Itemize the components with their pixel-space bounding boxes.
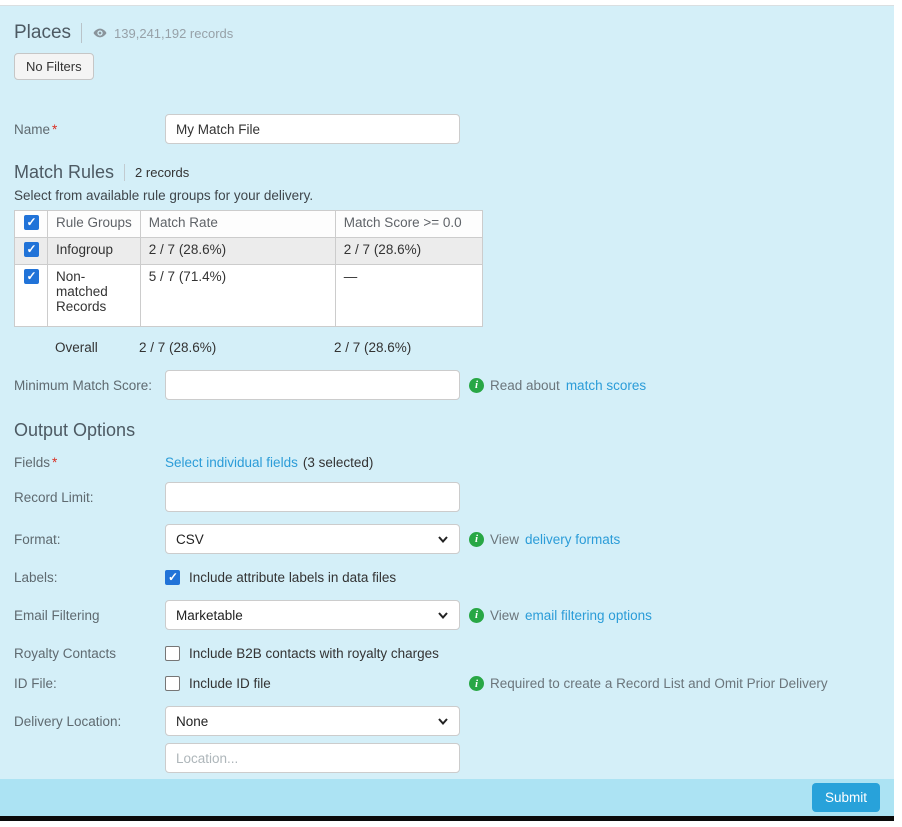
delivery-formats-link[interactable]: delivery formats [525, 531, 621, 547]
record-limit-label: Record Limit: [14, 489, 94, 505]
format-selected-value: CSV [176, 531, 204, 547]
match-rate-value: 2 / 7 (28.6%) [139, 237, 336, 265]
row-checkbox-nonmatched[interactable] [23, 269, 39, 284]
info-icon: i [469, 377, 484, 393]
location-input-row [14, 743, 880, 773]
column-header-rule-groups: Rule Groups [47, 210, 141, 238]
email-filtering-hint: i View email filtering options [469, 607, 652, 623]
hint-text: Required to create a Record List and Omi… [490, 676, 828, 691]
hint-text: View [490, 531, 520, 547]
name-input[interactable] [165, 114, 460, 144]
email-filtering-select[interactable]: Marketable [165, 600, 460, 630]
match-rules-description: Select from available rule groups for yo… [14, 188, 314, 203]
column-header-match-score: Match Score >= 0.0 [334, 210, 483, 238]
fields-row: Fields * Select individual fields (3 sele… [14, 455, 880, 470]
required-asterisk: * [52, 121, 58, 137]
eye-icon [93, 28, 107, 38]
royalty-checkbox[interactable] [165, 646, 180, 661]
rule-groups-table: Rule Groups Match Rate Match Score >= 0.… [14, 210, 483, 327]
labels-checkbox-label: Include attribute labels in data files [189, 570, 397, 585]
delivery-location-row: Delivery Location: None [14, 706, 880, 736]
name-row: Name * [14, 114, 880, 144]
royalty-contacts-label: Royalty Contacts [14, 646, 117, 661]
match-rules-header: Match Rules 2 records [14, 162, 880, 183]
labels-label: Labels: [14, 570, 58, 585]
name-label: Name * [14, 121, 58, 137]
email-filtering-options-link[interactable]: email filtering options [525, 607, 652, 623]
royalty-checkbox-label: Include B2B contacts with royalty charge… [189, 646, 439, 661]
match-rules-title: Match Rules [14, 162, 115, 182]
hint-text: View [490, 607, 520, 623]
rule-group-name: Non-matched Records [47, 264, 141, 327]
row-checkbox-infogroup[interactable] [23, 242, 39, 257]
overall-row: Overall 2 / 7 (28.6%) 2 / 7 (28.6%) [14, 336, 880, 359]
hint-text: Read about [490, 377, 560, 393]
match-rules-count: 2 records [135, 165, 190, 180]
table-row: Infogroup 2 / 7 (28.6%) 2 / 7 (28.6%) [14, 237, 483, 265]
format-row: Format: CSV i View delivery formats [14, 524, 880, 554]
records-count: 139,241,192 records [92, 25, 233, 41]
divider [124, 164, 126, 181]
output-options-header: Output Options [14, 420, 880, 441]
table-header-row: Rule Groups Match Rate Match Score >= 0.… [14, 210, 483, 238]
id-file-hint: i Required to create a Record List and O… [469, 676, 828, 691]
overall-label: Overall [55, 340, 98, 355]
fields-label: Fields * [14, 455, 58, 470]
record-limit-input[interactable] [165, 482, 460, 512]
match-scores-link[interactable]: match scores [565, 377, 647, 393]
page-panel: Places 139,241,192 records No Filters Na… [0, 5, 894, 821]
email-filtering-label: Email Filtering [14, 607, 100, 623]
format-select[interactable]: CSV [165, 524, 460, 554]
chevron-down-icon [438, 536, 448, 544]
chevron-down-icon [438, 718, 448, 726]
delivery-location-select[interactable]: None [165, 706, 460, 736]
format-label: Format: [14, 531, 61, 547]
email-filtering-row: Email Filtering Marketable i View email … [14, 600, 880, 630]
delivery-location-label: Delivery Location: [14, 713, 122, 729]
form-area: Places 139,241,192 records No Filters Na… [0, 6, 894, 779]
min-score-hint: i Read about match scores [469, 377, 647, 393]
footer-bar: Submit [0, 779, 894, 816]
header: Places 139,241,192 records [14, 22, 880, 44]
id-file-checkbox-label: Include ID file [189, 676, 271, 691]
submit-button[interactable]: Submit [811, 783, 880, 812]
royalty-contacts-row: Royalty Contacts Include B2B contacts wi… [14, 646, 880, 661]
overall-match-rate: 2 / 7 (28.6%) [139, 340, 217, 355]
info-icon: i [469, 676, 484, 691]
chevron-down-icon [438, 612, 448, 620]
email-filtering-selected-value: Marketable [176, 607, 243, 623]
info-icon: i [469, 531, 484, 547]
format-hint: i View delivery formats [469, 531, 621, 547]
id-file-label: ID File: [14, 676, 57, 691]
select-fields-link[interactable]: Select individual fields [165, 455, 298, 470]
delivery-location-selected-value: None [176, 713, 209, 729]
min-score-input[interactable] [165, 370, 460, 400]
match-score-value: — [334, 264, 483, 327]
min-score-row: Minimum Match Score: i Read about match … [14, 370, 880, 400]
page-title: Places [14, 22, 72, 43]
info-icon: i [469, 607, 484, 623]
select-all-checkbox[interactable] [23, 215, 39, 230]
match-score-value: 2 / 7 (28.6%) [334, 237, 483, 265]
table-row: Non-matched Records 5 / 7 (71.4%) — [14, 264, 483, 327]
rule-group-name: Infogroup [47, 237, 141, 265]
no-filters-button[interactable]: No Filters [14, 53, 94, 80]
match-rate-value: 5 / 7 (71.4%) [139, 264, 336, 327]
id-file-row: ID File: Include ID file i Required to c… [14, 676, 880, 691]
required-asterisk: * [52, 455, 58, 470]
labels-checkbox[interactable] [165, 570, 180, 585]
labels-row: Labels: Include attribute labels in data… [14, 570, 880, 585]
output-options-title: Output Options [14, 420, 136, 440]
window-bottom-edge [0, 816, 894, 821]
min-score-label: Minimum Match Score: [14, 377, 153, 393]
id-file-checkbox[interactable] [165, 676, 180, 691]
overall-match-score: 2 / 7 (28.6%) [334, 340, 412, 355]
fields-selected-note: (3 selected) [302, 455, 374, 470]
record-limit-row: Record Limit: [14, 482, 880, 512]
divider [81, 23, 83, 43]
records-count-label: 139,241,192 records [114, 25, 234, 41]
column-header-match-rate: Match Rate [139, 210, 336, 238]
location-input[interactable] [165, 743, 460, 773]
